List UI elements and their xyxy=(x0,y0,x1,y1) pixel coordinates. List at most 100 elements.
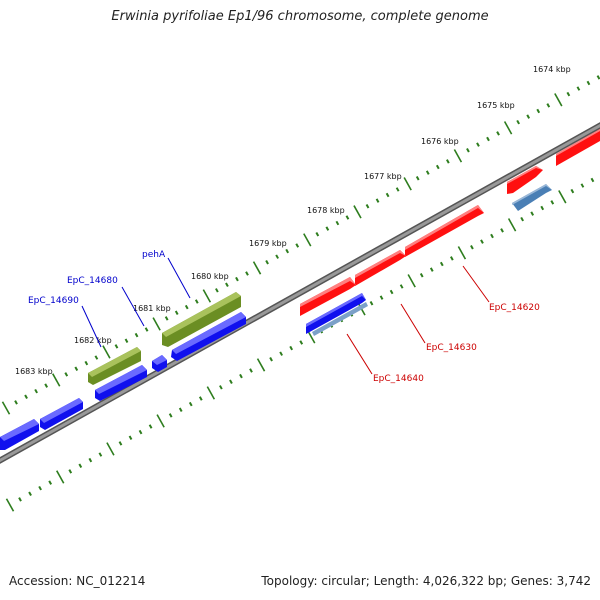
scale-tick xyxy=(530,211,535,216)
gene-arrow-reverse[interactable] xyxy=(40,398,83,430)
scale-tick xyxy=(52,373,61,387)
scale-tick xyxy=(239,373,243,379)
scale-tick xyxy=(550,200,555,205)
scale-tick xyxy=(407,274,416,288)
scale-tick xyxy=(490,233,494,239)
scale-label-1678: 1678 kbp xyxy=(307,206,345,215)
scale-label-1674: 1674 kbp xyxy=(533,65,571,74)
scale-tick xyxy=(480,239,484,244)
scale-tick xyxy=(279,351,283,356)
scale-tick xyxy=(299,340,304,345)
scale-tick xyxy=(325,226,330,231)
scale-label-1683: 1683 kbp xyxy=(15,367,53,376)
scale-tick xyxy=(429,267,434,272)
scale-tick xyxy=(439,261,444,267)
gene-label-epc-14630[interactable]: EpC_14630 xyxy=(426,343,477,353)
gene-arrow-peha[interactable] xyxy=(162,292,241,347)
scale-tick xyxy=(516,119,520,125)
scale-tick xyxy=(225,282,229,287)
scale-tick xyxy=(307,330,316,344)
scale-tick xyxy=(219,385,223,390)
scale-tick xyxy=(285,248,290,254)
scale-tick xyxy=(34,388,38,394)
gene-arrow-epc-14680[interactable] xyxy=(152,355,167,372)
forward-strand-genes xyxy=(300,129,600,336)
genome-summary: Topology: circular; Length: 4,026,322 bp… xyxy=(261,574,591,588)
scale-tick xyxy=(399,284,404,289)
gene-label-epc-14690[interactable]: EpC_14690 xyxy=(28,296,79,306)
gene-label-epc-14680[interactable]: EpC_14680 xyxy=(67,276,118,286)
scale-tick xyxy=(88,457,93,463)
scale-tick xyxy=(375,198,380,203)
scale-label-1679: 1679 kbp xyxy=(249,239,287,248)
scale-tick xyxy=(64,372,69,377)
scale-tick xyxy=(425,170,430,175)
gene-arrow-reverse[interactable] xyxy=(0,419,39,450)
scale-tick xyxy=(235,276,239,282)
scale-tick xyxy=(590,177,595,183)
scale-tick xyxy=(78,463,83,469)
scale-tick xyxy=(156,414,165,428)
scale-tick xyxy=(229,379,233,384)
scale-tick xyxy=(596,75,600,80)
scale-tick xyxy=(415,175,420,181)
scale-tick xyxy=(566,91,571,97)
scale-tick xyxy=(419,272,424,278)
scale-tick xyxy=(38,485,42,491)
scale-tick xyxy=(540,205,545,211)
scale-tick xyxy=(188,401,193,407)
scale-tick xyxy=(546,103,551,108)
scale-tick xyxy=(379,295,384,300)
gene-arrow-forward-alt[interactable] xyxy=(512,184,552,211)
gene-arrow-reverse[interactable] xyxy=(171,312,246,361)
gene-arrow-epc-14630[interactable] xyxy=(355,250,406,286)
scale-tick xyxy=(178,407,183,412)
map-title: Erwinia pyrifoliae Ep1/96 chromosome, co… xyxy=(111,9,489,24)
scale-tick xyxy=(435,164,440,170)
scale-tick xyxy=(570,188,575,194)
scale-tick xyxy=(580,183,585,188)
scale-tick xyxy=(138,429,143,435)
scale-tick xyxy=(148,424,153,429)
scale-tick xyxy=(174,310,179,315)
scale-tick xyxy=(198,396,203,401)
scale-tick xyxy=(98,452,103,457)
scale-label-1681: 1681 kbp xyxy=(133,304,171,313)
gene-arrow-reverse[interactable] xyxy=(95,365,147,401)
gene-arrow-forward[interactable] xyxy=(507,166,543,194)
gene-arrow-forward[interactable] xyxy=(556,129,600,166)
scale-tick xyxy=(124,338,129,343)
scale-tick xyxy=(28,491,32,497)
scale-tick xyxy=(486,136,490,142)
gene-label-epc-14620[interactable]: EpC_14620 xyxy=(489,303,540,313)
gene-labels: pehA EpC_14680 EpC_14690 EpC_14620 EpC_1… xyxy=(28,250,540,384)
scale-tick xyxy=(520,216,524,222)
scale-tick xyxy=(450,256,454,261)
scale-tick xyxy=(215,288,219,293)
scale-labels: 1674 kbp 1675 kbp 1676 kbp 1677 kbp 1678… xyxy=(15,65,571,376)
gene-label-peha[interactable]: pehA xyxy=(142,250,166,260)
scale-tick xyxy=(496,131,500,136)
scale-tick xyxy=(194,299,199,304)
gene-arrow-epc-14690[interactable] xyxy=(88,347,141,385)
scale-tick xyxy=(503,121,513,135)
scale-tick xyxy=(94,355,99,360)
gene-arrow-epc-14620[interactable] xyxy=(405,205,484,257)
scale-tick xyxy=(102,345,111,359)
scale-tick xyxy=(256,358,266,372)
gene-arrow-epc-14640-shadow xyxy=(312,302,368,336)
scale-tick xyxy=(164,316,169,321)
gene-arrow-epc-14640-blue[interactable] xyxy=(306,293,366,334)
scale-tick xyxy=(245,271,249,276)
scale-tick xyxy=(18,497,22,502)
scale-tick xyxy=(295,243,300,248)
scale-tick xyxy=(118,441,123,446)
scale-tick xyxy=(68,469,73,474)
gene-arrow-epc-14640-red[interactable] xyxy=(300,277,356,316)
gene-label-epc-14640[interactable]: EpC_14640 xyxy=(373,374,424,384)
scale-tick xyxy=(48,480,53,485)
scale-tick xyxy=(269,357,273,362)
scale-tick xyxy=(275,254,279,259)
label-leaders xyxy=(81,257,490,375)
reverse-strand-genes xyxy=(0,292,246,450)
